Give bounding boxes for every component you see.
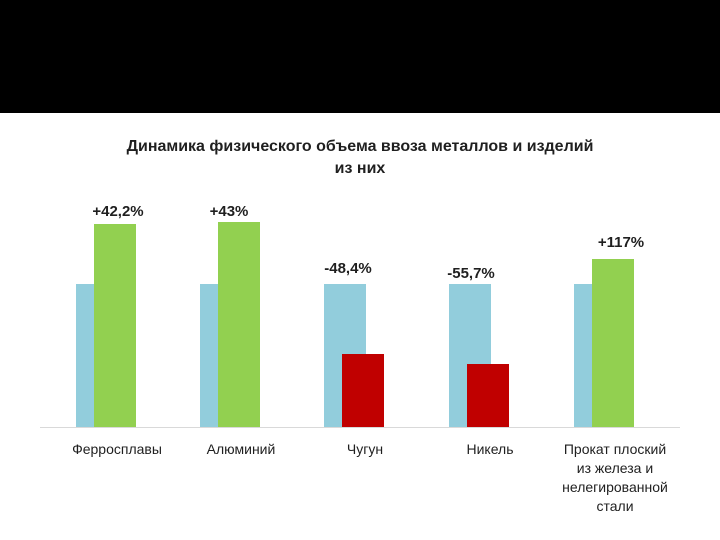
category-label-line: стали <box>596 498 634 514</box>
bar-value-4 <box>467 364 509 427</box>
category-label-4: Никель <box>420 440 560 459</box>
data-label-4: -55,7% <box>447 265 495 282</box>
bar-value-5 <box>592 259 634 427</box>
category-label-line: Алюминий <box>206 441 276 457</box>
category-label-line: нелегированной <box>562 479 668 495</box>
category-label-3: Чугун <box>295 440 435 459</box>
category-label-2: Алюминий <box>171 440 311 459</box>
category-label-line: Чугун <box>346 441 384 457</box>
category-label-line: Ферросплавы <box>72 441 162 457</box>
chart-title-line-2: из них <box>334 160 386 177</box>
data-label-2: +43% <box>210 203 249 220</box>
bar-value-2 <box>218 222 260 427</box>
data-label-5: +117% <box>598 234 644 251</box>
top-black-band <box>0 0 720 113</box>
category-label-5: Прокат плоский из железа и нелегированной с… <box>545 440 685 516</box>
category-label-line: из железа и <box>576 460 654 476</box>
bar-value-1 <box>94 224 136 427</box>
chart-title-line-1: Динамика физического объема ввоза металл… <box>126 138 594 155</box>
category-label-line: Прокат плоский <box>563 441 667 457</box>
data-label-1: +42,2% <box>92 203 143 220</box>
bar-value-3 <box>342 354 384 427</box>
category-label-1: Ферросплавы <box>47 440 187 459</box>
chart-title: Динамика физического объема ввоза металл… <box>60 136 660 180</box>
category-label-line: Никель <box>466 441 514 457</box>
data-label-3: -48,4% <box>324 260 372 277</box>
